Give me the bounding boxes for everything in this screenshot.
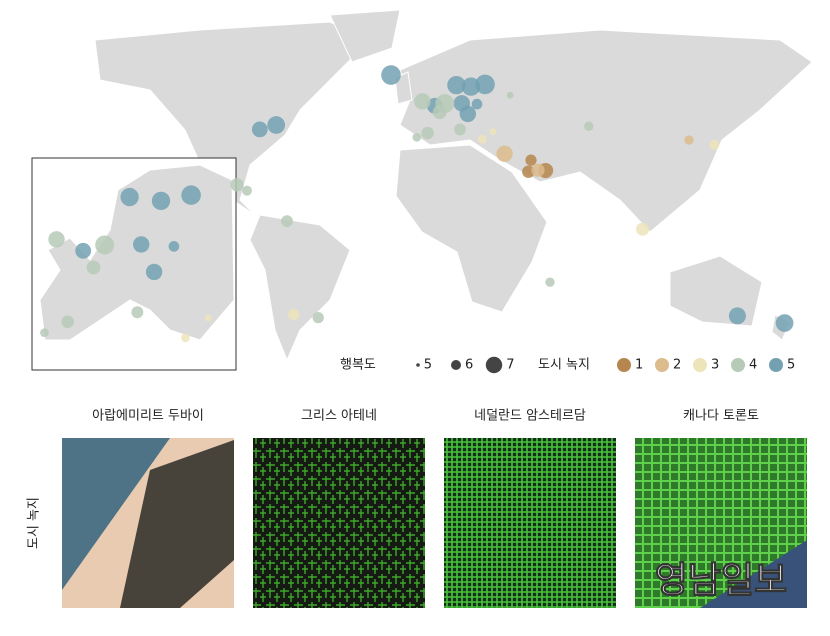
points — [40, 65, 794, 343]
city-point — [496, 145, 513, 162]
legend-label: 1 — [635, 358, 643, 373]
city-point — [775, 314, 794, 332]
legend-size — [416, 363, 420, 367]
inset-point — [151, 191, 171, 211]
city-point — [531, 163, 545, 177]
city-point — [489, 128, 497, 136]
y-label: 도시 녹지 — [27, 497, 42, 549]
legend-size — [485, 356, 503, 374]
city — [120, 440, 234, 608]
panel-title: 네덜란드 암스테르담 — [474, 409, 586, 424]
inset-point — [181, 333, 190, 343]
inset-point — [48, 231, 65, 248]
city-point — [709, 139, 720, 150]
city-point — [522, 165, 535, 179]
city-point — [584, 121, 594, 131]
legend-size — [451, 360, 461, 370]
legend-color — [693, 358, 707, 372]
panel-amsterdam — [444, 438, 616, 608]
legend-title: 행복도 — [340, 357, 376, 373]
inset-point — [95, 235, 115, 255]
city-point — [478, 134, 487, 144]
panel-title: 아랍에미리트 두바이 — [92, 409, 204, 424]
panels: 도시 녹지 영남일보 아랍에미리트 두바이 그리스 아테네 네덜란드 암스테르담 캐나… — [27, 409, 807, 608]
legend-label: 7 — [506, 358, 514, 373]
city-point — [459, 105, 476, 123]
city-point — [506, 91, 514, 99]
inset-point — [75, 242, 92, 259]
city-point — [242, 185, 252, 196]
inset-point — [120, 187, 139, 207]
inset-point — [168, 241, 180, 252]
inset-point — [181, 185, 201, 205]
city-point — [381, 65, 401, 85]
legend-label: 6 — [465, 358, 473, 373]
city-point — [525, 154, 537, 166]
city-point — [447, 75, 466, 95]
city-point — [454, 123, 466, 136]
city-point — [412, 132, 422, 142]
inset-point — [133, 236, 150, 253]
inset-point — [61, 315, 74, 329]
city-point — [471, 98, 483, 110]
city-point — [475, 74, 495, 95]
city-point — [267, 116, 286, 134]
legend-label: 2 — [673, 358, 681, 373]
inset-point — [86, 260, 101, 275]
panel-title: 그리스 아테네 — [301, 409, 377, 424]
sea — [62, 438, 170, 590]
city-point — [230, 178, 244, 192]
legend-color — [769, 358, 783, 372]
inset-point — [145, 263, 163, 281]
legend-color — [731, 358, 745, 372]
city-point — [312, 311, 324, 324]
city-point — [251, 121, 268, 138]
city-point — [684, 135, 694, 145]
city-point — [545, 277, 555, 287]
legend: 행복도 5 6 7 도시 녹지 1 2 3 4 5 — [340, 357, 795, 374]
legend-color — [617, 358, 631, 372]
legend-label: 5 — [787, 358, 795, 373]
legend-label: 4 — [749, 358, 757, 373]
city-point — [728, 307, 746, 325]
inset-point — [204, 314, 212, 322]
legend-label: 5 — [424, 358, 432, 373]
lake — [700, 540, 807, 608]
city-point — [288, 309, 300, 321]
inset-point — [40, 328, 49, 338]
city-point — [414, 93, 431, 110]
panel-title: 캐나다 토론토 — [683, 409, 759, 424]
watermark: 영남일보 — [655, 560, 787, 601]
city-point — [435, 94, 455, 114]
legend-color — [655, 358, 669, 372]
city-point — [281, 215, 293, 228]
legend-title: 도시 녹지 — [538, 358, 590, 373]
city-point — [421, 126, 434, 140]
legend-label: 3 — [711, 358, 719, 373]
panel-athens — [253, 438, 425, 608]
inset-europe — [39, 164, 235, 341]
inset-point — [131, 306, 144, 319]
city-point — [636, 222, 650, 236]
